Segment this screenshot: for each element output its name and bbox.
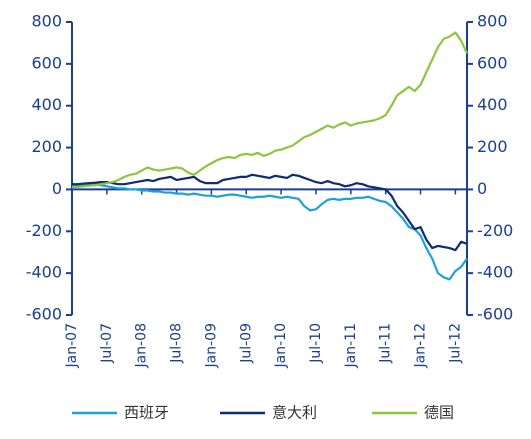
y2-tick-label: -400 xyxy=(477,263,513,282)
y2-tick-label: 800 xyxy=(477,12,508,31)
y-tick-label: 800 xyxy=(31,12,62,31)
x-tick-label: Jan-09 xyxy=(203,323,219,368)
x-tick-label: Jul-07 xyxy=(99,323,115,364)
series-line xyxy=(72,173,468,252)
x-tick-label: Jan-11 xyxy=(343,323,359,368)
legend-label: 西班牙 xyxy=(124,404,169,422)
y-tick-label: 0 xyxy=(52,179,62,198)
y-tick-label: 400 xyxy=(31,95,62,114)
x-tick-label: Jul-08 xyxy=(169,323,185,364)
y2-tick-label: -200 xyxy=(477,221,513,240)
y-tick-label: -400 xyxy=(26,263,62,282)
y-tick-label: 600 xyxy=(31,53,62,72)
series-line xyxy=(71,31,468,189)
x-tick-label: Jan-07 xyxy=(64,323,80,368)
series-line xyxy=(72,183,468,281)
y2-tick-label: 400 xyxy=(477,95,508,114)
y-tick-label: -600 xyxy=(26,305,62,324)
y-tick-label: -200 xyxy=(26,221,62,240)
y2-tick-label: 600 xyxy=(477,53,508,72)
x-tick-label: Jan-12 xyxy=(413,323,429,368)
x-tick-label: Jan-08 xyxy=(134,323,150,368)
x-tick-label: Jul-10 xyxy=(308,323,324,364)
legend-label: 意大利 xyxy=(272,404,317,422)
x-tick-label: Jul-09 xyxy=(238,323,254,364)
x-tick-label: Jul-12 xyxy=(447,323,463,364)
legend-label: 德国 xyxy=(424,404,454,422)
x-tick-label: Jan-10 xyxy=(273,323,289,368)
y2-tick-label: 0 xyxy=(477,179,487,198)
y2-tick-label: 200 xyxy=(477,137,508,156)
y-tick-label: 200 xyxy=(31,137,62,156)
x-tick-label: Jul-11 xyxy=(378,323,394,364)
y2-tick-label: -600 xyxy=(477,305,513,324)
